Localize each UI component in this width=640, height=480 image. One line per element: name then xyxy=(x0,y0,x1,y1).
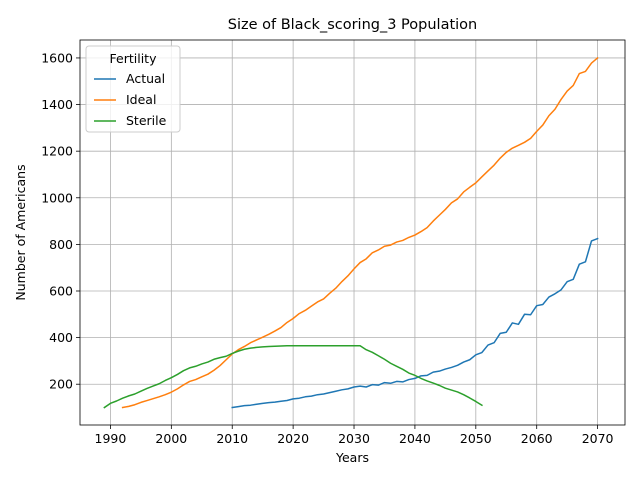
legend-label-ideal: Ideal xyxy=(126,92,156,107)
legend-items: Actual Ideal Sterile xyxy=(94,71,167,128)
x-axis-label: Years xyxy=(335,450,369,465)
series-line-sterile xyxy=(103,345,483,409)
y-tick-label: 1200 xyxy=(41,144,73,159)
x-tick-label: 2050 xyxy=(460,431,492,446)
x-tick-label: 2000 xyxy=(155,431,187,446)
x-tick-label: 2060 xyxy=(521,431,553,446)
grid xyxy=(80,40,625,425)
y-tick-label: 1600 xyxy=(41,50,73,65)
y-tick-label: 600 xyxy=(49,283,73,298)
axis-ticks: 1990 2000 2010 2020 2030 2040 2050 2060 2070 200 4… xyxy=(41,50,613,446)
chart-title: Size of Black_scoring_3 Population xyxy=(228,17,478,33)
legend-title: Fertility xyxy=(110,51,158,66)
series-line-actual xyxy=(231,237,599,409)
y-tick-label: 200 xyxy=(49,377,73,392)
legend-label-sterile: Sterile xyxy=(126,113,167,128)
y-tick-label: 400 xyxy=(49,330,73,345)
x-tick-label: 2030 xyxy=(338,431,370,446)
series-line-ideal xyxy=(121,56,599,409)
series-lines xyxy=(103,56,599,409)
legend: Fertility Actual Ideal Sterile xyxy=(85,45,181,133)
legend-label-actual: Actual xyxy=(126,71,165,86)
x-tick-label: 2070 xyxy=(582,431,614,446)
y-axis-label: Number of Americans xyxy=(13,164,28,300)
legend-box xyxy=(85,45,181,133)
x-tick-label: 2020 xyxy=(277,431,309,446)
y-tick-label: 1400 xyxy=(41,97,73,112)
plot-frame xyxy=(79,39,626,426)
x-tick-label: 1990 xyxy=(95,431,127,446)
y-tick-label: 1000 xyxy=(41,190,73,205)
y-tick-label: 800 xyxy=(49,237,73,252)
x-tick-label: 2010 xyxy=(216,431,248,446)
x-tick-label: 2040 xyxy=(399,431,431,446)
